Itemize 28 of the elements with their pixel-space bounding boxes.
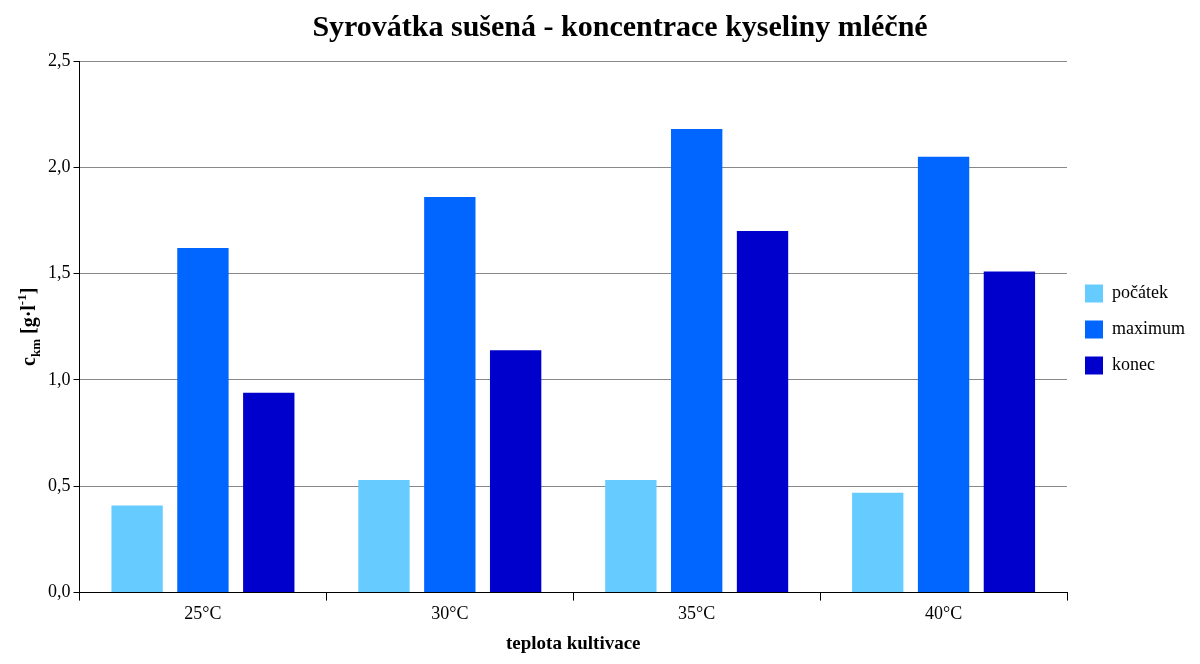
- legend-label: konec: [1112, 354, 1155, 375]
- bar: [983, 271, 1036, 593]
- x-tick-label: 40°C: [924, 603, 963, 624]
- y-tick-label: 2,5: [48, 49, 71, 70]
- bar: [671, 129, 723, 593]
- x-tick-label: 35°C: [678, 603, 716, 624]
- y-tick-label: 2,0: [48, 156, 71, 177]
- bar: [605, 479, 657, 593]
- bar: [852, 492, 904, 593]
- bar: [489, 350, 542, 593]
- chart-title: Syrovátka sušená - koncentrace kyseliny mléčné: [312, 8, 928, 42]
- y-tick-label: 1,0: [48, 368, 71, 389]
- bar: [177, 248, 229, 593]
- bar: [111, 505, 163, 593]
- bar: [243, 392, 295, 593]
- x-tick-label: 25°C: [184, 603, 222, 624]
- bar: [736, 231, 789, 593]
- y-axis-title: ckm [g·l-1]: [14, 287, 43, 366]
- legend-label: počátek: [1112, 282, 1168, 303]
- legend-label: maximum: [1112, 318, 1186, 339]
- y-tick-label: 0,0: [48, 581, 71, 602]
- x-axis-title: teplota kultivace: [505, 631, 641, 653]
- y-tick-label: 1,5: [48, 262, 71, 283]
- y-tick-label: 0,5: [48, 475, 71, 496]
- bar: [358, 479, 410, 593]
- bar: [917, 156, 970, 593]
- x-tick-label: 30°C: [431, 603, 469, 624]
- bar: [424, 197, 476, 593]
